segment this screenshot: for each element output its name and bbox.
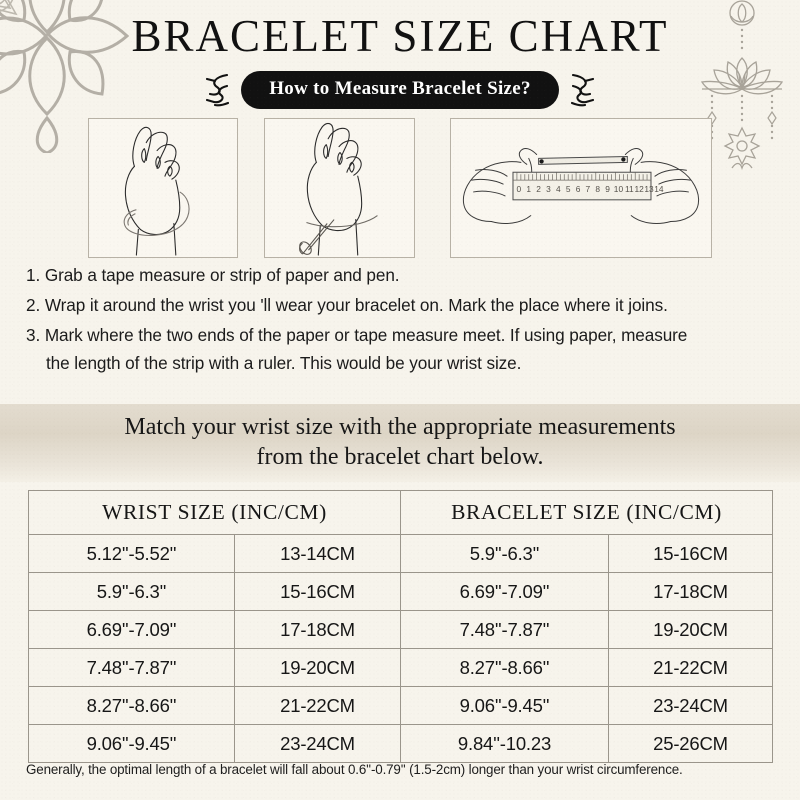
svg-text:0: 0	[517, 184, 522, 194]
cell-bracelet-inch: 7.48''-7.87''	[400, 610, 609, 649]
cell-wrist-inch: 6.69''-7.09''	[28, 610, 235, 649]
cell-bracelet-cm: 23-24CM	[608, 686, 773, 725]
cell-wrist-cm: 15-16CM	[234, 572, 401, 611]
flourish-ornament-left-icon	[206, 73, 230, 107]
table-row: 7.48''-7.87'' 19-20CM 8.27''-8.66'' 21-2…	[28, 648, 773, 687]
step-3-text: Mark where the two ends of the paper or …	[44, 324, 688, 345]
svg-text:10: 10	[614, 184, 624, 194]
step-item-3: 3. Mark where the two ends of the paper …	[26, 322, 778, 378]
cell-wrist-cm: 13-14CM	[234, 534, 401, 573]
svg-text:6: 6	[576, 184, 581, 194]
table-row: 5.12''-5.52'' 13-14CM 5.9''-6.3'' 15-16C…	[28, 534, 773, 573]
band-text: Match your wrist size with the appropria…	[0, 404, 800, 482]
size-chart-table: WRIST SIZE (INC/CM) BRACELET SIZE (INC/C…	[28, 490, 773, 763]
cell-wrist-cm: 19-20CM	[234, 648, 401, 687]
svg-text:7: 7	[586, 184, 591, 194]
mandala-corner-ornament	[0, 0, 130, 153]
illustration-hand-with-pen-marking	[264, 118, 415, 258]
cell-wrist-inch: 7.48''-7.87''	[28, 648, 235, 687]
cell-wrist-cm: 21-22CM	[234, 686, 401, 725]
step-1-number: 1.	[26, 265, 41, 285]
highlight-band	[0, 404, 800, 482]
band-line-2: from the bracelet chart below.	[256, 444, 544, 470]
cell-bracelet-cm: 21-22CM	[608, 648, 773, 687]
cell-bracelet-inch: 6.69''-7.09''	[400, 572, 609, 611]
step-2-number: 2.	[26, 294, 41, 315]
cell-bracelet-cm: 17-18CM	[608, 572, 773, 611]
measure-steps: 1. Grab a tape measure or strip of paper…	[26, 262, 778, 379]
cell-bracelet-inch: 8.27''-8.66''	[400, 648, 609, 687]
svg-text:9: 9	[605, 184, 610, 194]
cell-bracelet-cm: 25-26CM	[608, 724, 773, 763]
table-row: 9.06''-9.45'' 23-24CM 9.84''-10.23 25-26…	[28, 724, 773, 763]
hand-with-tape-measure-drawing	[123, 126, 190, 256]
table-header-row: WRIST SIZE (INC/CM) BRACELET SIZE (INC/C…	[28, 490, 773, 535]
step-3-continuation: the length of the strip with a ruler. Th…	[46, 352, 522, 373]
cell-bracelet-inch: 9.84''-10.23	[400, 724, 609, 763]
svg-text:12: 12	[635, 184, 645, 194]
hand-with-pen-marking-drawing	[299, 122, 378, 256]
cell-bracelet-cm: 19-20CM	[608, 610, 773, 649]
svg-text:13: 13	[644, 184, 654, 194]
step-2-text: Wrap it around the wrist you 'll wear yo…	[44, 294, 668, 315]
column-header-bracelet-size: BRACELET SIZE (INC/CM)	[400, 490, 773, 535]
cell-wrist-inch: 8.27''-8.66''	[28, 686, 235, 725]
svg-text:3: 3	[546, 184, 551, 194]
cell-bracelet-inch: 5.9''-6.3''	[400, 534, 609, 573]
flourish-ornament-right-icon	[570, 73, 594, 107]
band-line-1: Match your wrist size with the appropria…	[124, 414, 676, 441]
subtitle-row: How to Measure Bracelet Size?	[0, 70, 800, 110]
step-item-1: 1. Grab a tape measure or strip of paper…	[26, 262, 778, 290]
step-3-number: 3.	[26, 324, 41, 345]
cell-bracelet-inch: 9.06''-9.45''	[400, 686, 609, 725]
table-row: 6.69''-7.09'' 17-18CM 7.48''-7.87'' 19-2…	[28, 610, 773, 649]
lotus-moon-hanger-ornament	[700, 0, 784, 170]
footnote-text: Generally, the optimal length of a brace…	[26, 762, 683, 777]
cell-wrist-cm: 17-18CM	[234, 610, 401, 649]
illustration-hand-with-tape-measure	[88, 118, 238, 258]
step-item-2: 2. Wrap it around the wrist you 'll wear…	[26, 292, 778, 320]
cell-wrist-cm: 23-24CM	[234, 724, 401, 763]
svg-text:1: 1	[526, 184, 531, 194]
step-1-text: Grab a tape measure or strip of paper an…	[44, 265, 400, 285]
svg-text:2: 2	[536, 184, 541, 194]
page-title: BRACELET SIZE CHART	[131, 11, 669, 61]
cell-bracelet-cm: 15-16CM	[608, 534, 773, 573]
cell-wrist-inch: 9.06''-9.45''	[28, 724, 235, 763]
svg-text:5: 5	[566, 184, 571, 194]
table-row: 8.27''-8.66'' 21-22CM 9.06''-9.45'' 23-2…	[28, 686, 773, 725]
svg-text:14: 14	[654, 184, 664, 194]
table-row: 5.9''-6.3'' 15-16CM 6.69''-7.09'' 17-18C…	[28, 572, 773, 611]
how-to-measure-badge[interactable]: How to Measure Bracelet Size?	[241, 71, 559, 109]
svg-text:4: 4	[556, 184, 561, 194]
svg-text:8: 8	[595, 184, 600, 194]
cell-wrist-inch: 5.9''-6.3''	[28, 572, 235, 611]
column-header-wrist-size: WRIST SIZE (INC/CM)	[28, 490, 401, 535]
cell-wrist-inch: 5.12''-5.52''	[28, 534, 235, 573]
svg-text:11: 11	[625, 184, 634, 194]
